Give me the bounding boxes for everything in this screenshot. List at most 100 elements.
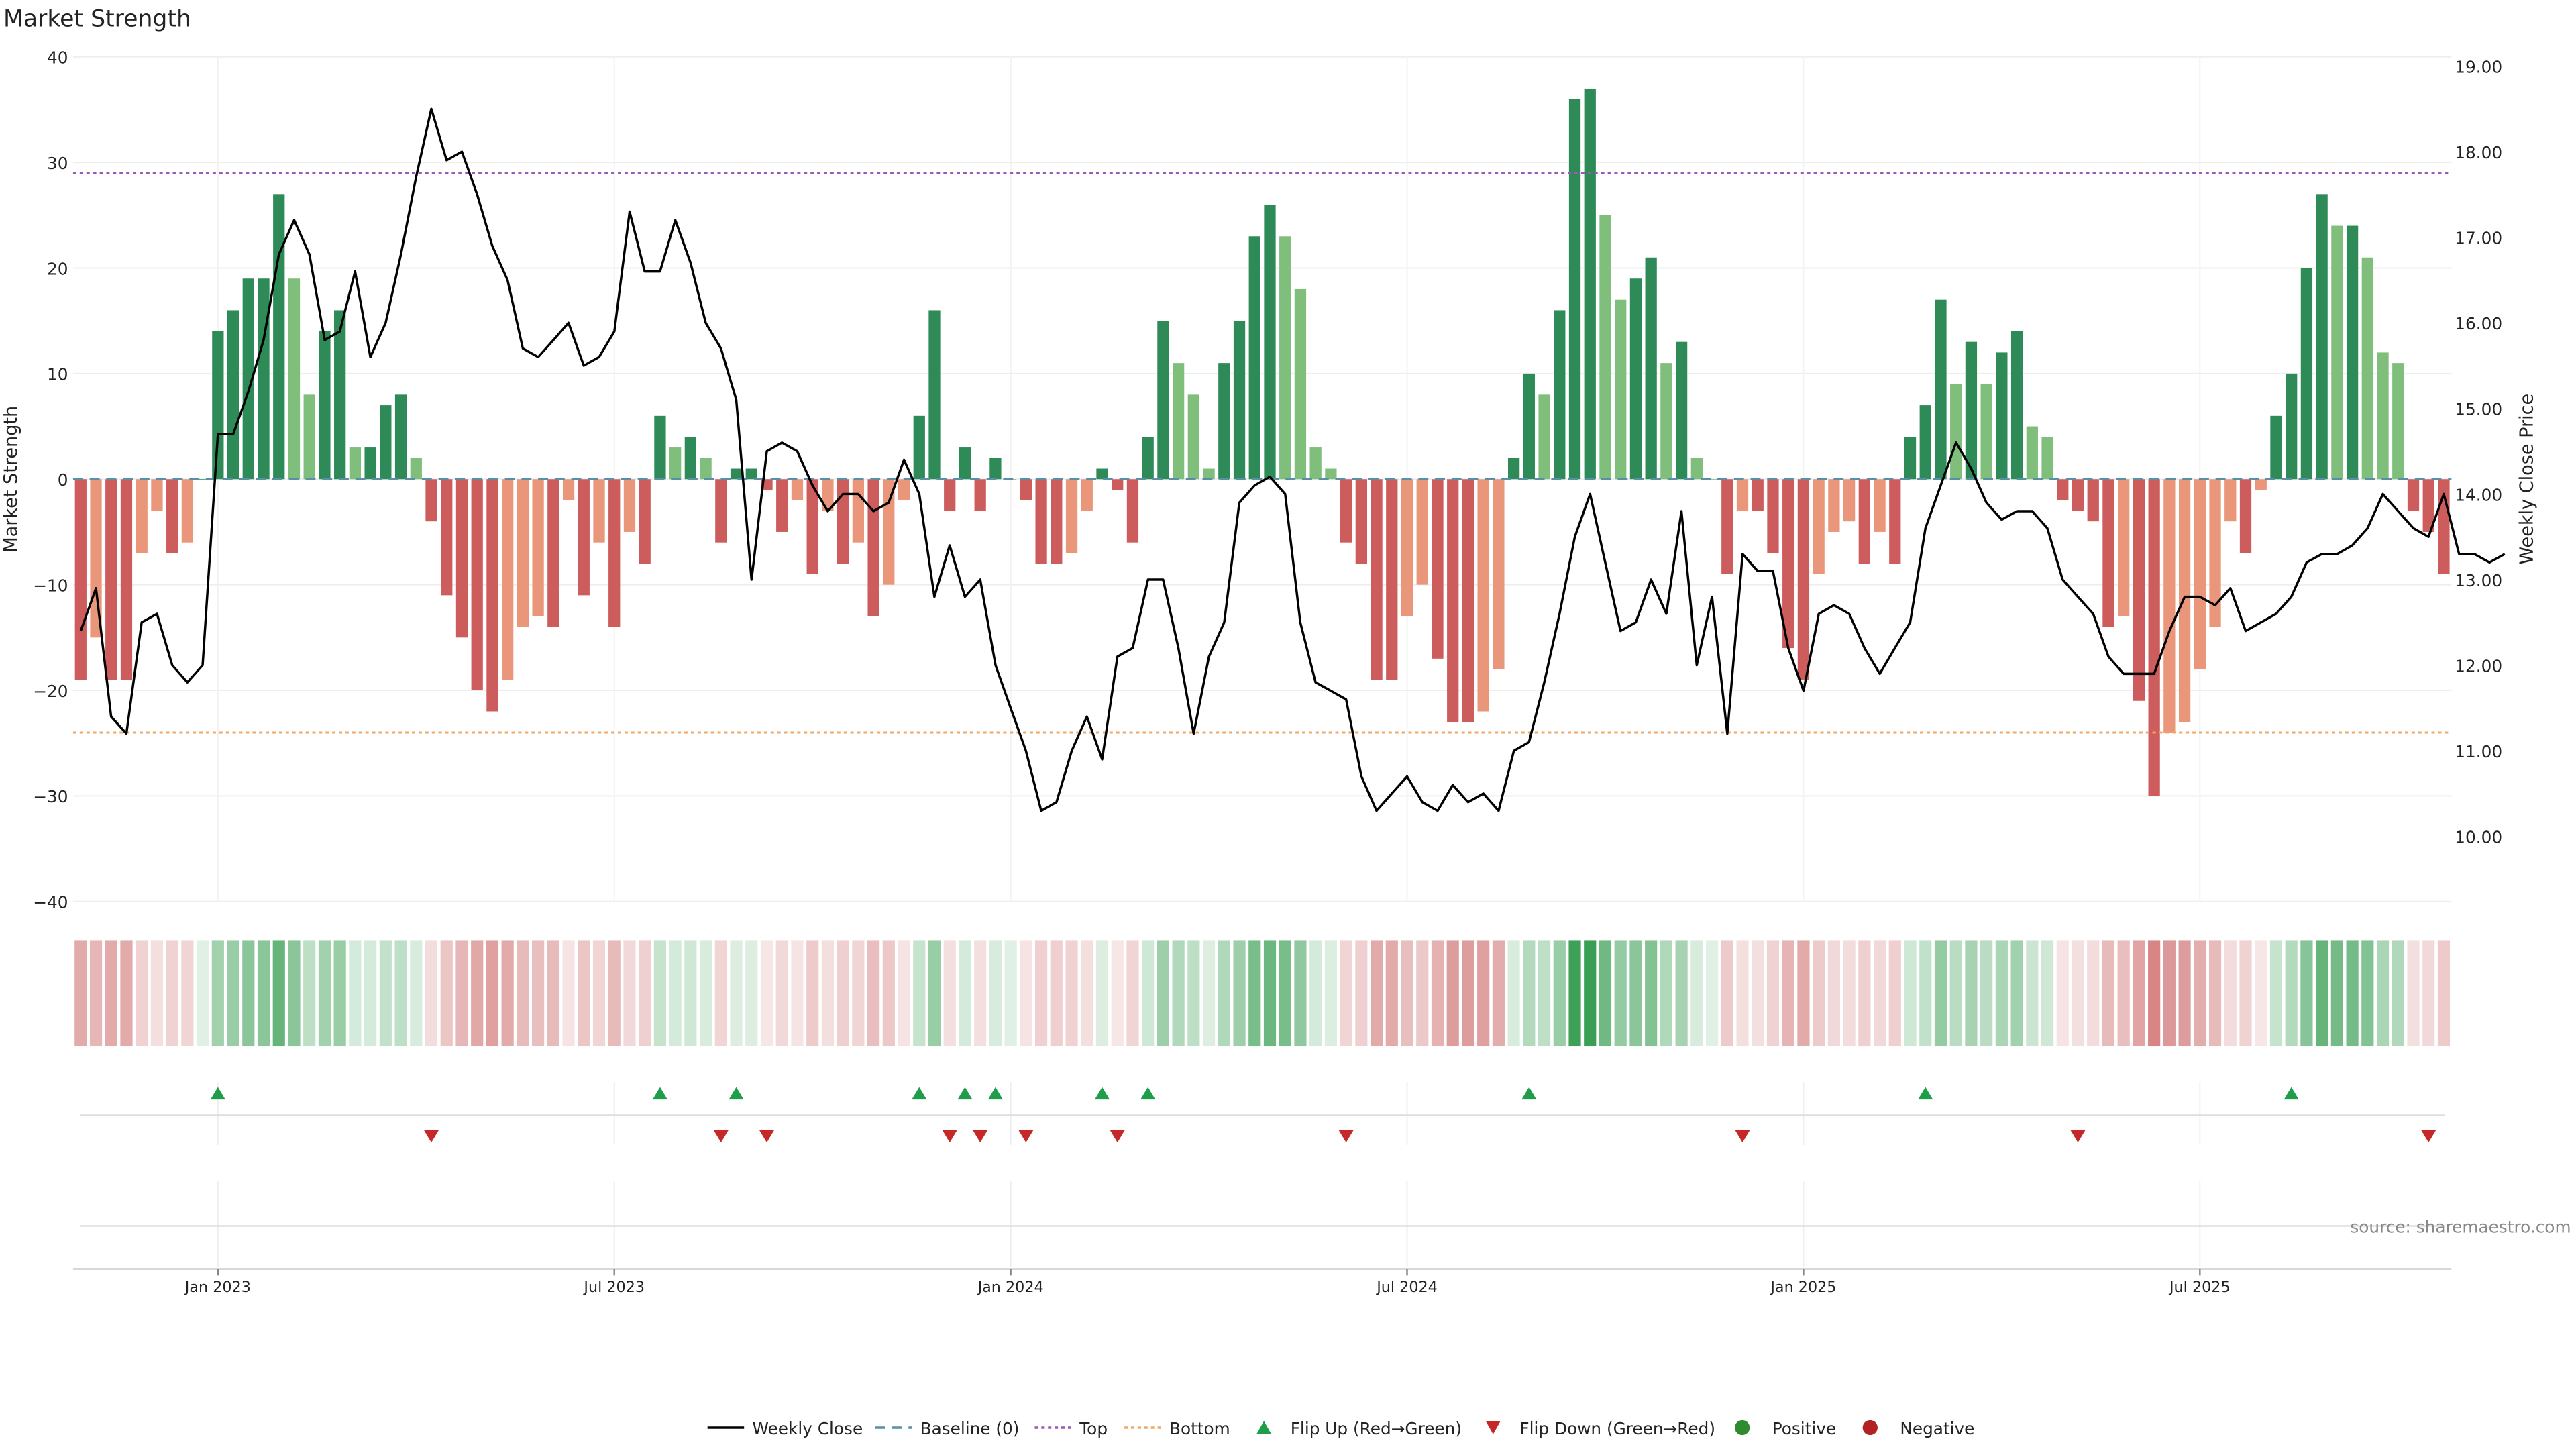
flip-up-marker: [1094, 1087, 1110, 1100]
strength-bar: [1980, 384, 1992, 480]
heat-cell: [2208, 940, 2222, 1046]
heat-cell: [410, 940, 423, 1046]
heat-cell: [1416, 940, 1429, 1046]
heat-cell: [791, 940, 804, 1046]
heat-cell: [837, 940, 849, 1046]
strength-bar: [959, 447, 971, 480]
flip-down-marker: [2421, 1130, 2436, 1143]
heat-cell: [1949, 940, 1962, 1046]
y2-tick-label: 15.00: [2455, 400, 2502, 419]
heat-cell: [364, 940, 377, 1046]
flip-up-marker: [2284, 1087, 2299, 1100]
strength-bar: [1721, 479, 1733, 574]
heat-cell: [669, 940, 682, 1046]
strength-bar: [1126, 479, 1139, 543]
heat-cell: [486, 940, 499, 1046]
heat-cell: [333, 940, 346, 1046]
heat-cell: [379, 940, 392, 1046]
heat-cell: [1263, 940, 1277, 1046]
legend-swatch: [1862, 1419, 1878, 1436]
strength-bar: [1172, 363, 1185, 480]
close-line-group: [79, 107, 2506, 812]
strength-bar: [2361, 257, 2373, 480]
strength-bar: [2239, 479, 2252, 553]
heat-cell: [1095, 940, 1109, 1046]
strength-bar: [1965, 341, 1978, 480]
heat-cell: [1309, 940, 1322, 1046]
bottom-panel: [72, 1225, 2452, 1270]
flip-up-marker: [1521, 1087, 1537, 1100]
strength-bar: [1081, 479, 1093, 511]
strength-bar: [288, 278, 301, 480]
strength-bar: [913, 415, 925, 480]
heat-cell: [1370, 940, 1383, 1046]
heat-cell: [578, 940, 590, 1046]
strength-bar: [2270, 415, 2282, 480]
strength-bar: [410, 458, 422, 480]
strength-bar: [547, 479, 559, 627]
heat-cell: [1553, 940, 1566, 1046]
strength-bars: [74, 88, 2450, 796]
heat-cell: [1934, 940, 1947, 1046]
strength-bar: [380, 405, 392, 480]
strength-bar: [852, 479, 865, 543]
strength-bar: [1248, 236, 1260, 480]
heat-cell: [2041, 940, 2054, 1046]
strength-bar: [334, 310, 346, 480]
heat-cell: [517, 940, 529, 1046]
heat-cell: [821, 940, 835, 1046]
strength-bar: [928, 310, 941, 480]
heat-cell: [1355, 940, 1368, 1046]
flip-up-marker: [1140, 1087, 1156, 1100]
strength-bar: [1325, 468, 1337, 480]
strength-bar: [1843, 479, 1856, 522]
strength-bar: [151, 479, 163, 511]
heat-cell: [1034, 940, 1048, 1046]
heat-cell: [745, 940, 758, 1046]
y2-tick-label: 14.00: [2455, 485, 2502, 504]
heat-cell: [2285, 940, 2298, 1046]
legend-label: Bottom: [1169, 1419, 1230, 1438]
strength-bar: [1264, 205, 1276, 480]
strength-bar: [1904, 437, 1917, 480]
strength-bar: [2346, 225, 2359, 480]
heat-cell: [211, 940, 224, 1046]
strength-bar: [1462, 479, 1474, 722]
heat-cell: [1142, 940, 1155, 1046]
strength-bar: [669, 447, 682, 480]
strength-bar: [1309, 447, 1322, 480]
legend-label: Negative: [1900, 1419, 1974, 1438]
heat-cell: [1126, 940, 1139, 1046]
x-tick-label: Jul 2023: [582, 1279, 645, 1296]
flip-down-marker: [2070, 1130, 2086, 1143]
y2-axis-label: Weekly Close Price: [2517, 394, 2538, 565]
y2-tick-label: 10.00: [2455, 828, 2502, 847]
heat-cell: [2133, 940, 2145, 1046]
heat-cell: [547, 940, 559, 1046]
y-tick-label: −30: [33, 787, 68, 806]
strength-bar: [2133, 479, 2145, 701]
heat-cell: [989, 940, 1002, 1046]
strength-bar: [578, 479, 590, 596]
weekly-close-line: [79, 107, 2506, 812]
x-tick-label: Jan 2024: [977, 1279, 1044, 1296]
heat-cell: [1660, 940, 1672, 1046]
heat-cell: [1965, 940, 1978, 1046]
strength-bar: [623, 479, 636, 532]
strength-bar: [2316, 194, 2328, 480]
heat-cell: [1705, 940, 1719, 1046]
strength-bar: [1386, 479, 1398, 680]
heat-cell: [1843, 940, 1856, 1046]
heat-cell: [1584, 940, 1597, 1046]
strength-bar: [2209, 479, 2221, 627]
heat-cell: [608, 940, 621, 1046]
strength-bar: [1401, 479, 1413, 616]
y-tick-label: 40: [47, 48, 68, 68]
strength-bar: [2010, 331, 2023, 480]
strength-bar: [212, 331, 224, 480]
strength-bar: [883, 479, 895, 585]
heat-cell: [1111, 940, 1124, 1046]
y-tick-label: −40: [33, 893, 68, 912]
heat-cell: [303, 940, 316, 1046]
